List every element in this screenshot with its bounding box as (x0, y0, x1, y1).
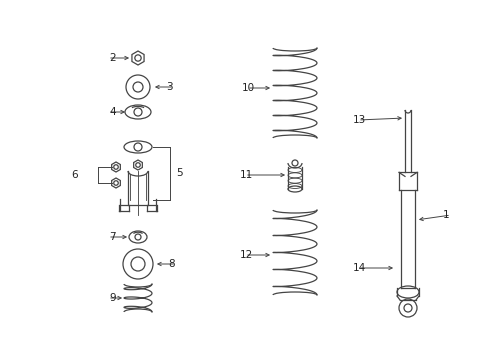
Text: 10: 10 (242, 83, 254, 93)
Text: 5: 5 (176, 168, 182, 178)
Text: 3: 3 (165, 82, 172, 92)
Text: 14: 14 (352, 263, 365, 273)
Text: 6: 6 (71, 170, 78, 180)
Text: 7: 7 (109, 232, 116, 242)
Text: 8: 8 (168, 259, 174, 269)
Text: 9: 9 (109, 293, 116, 303)
Text: 13: 13 (352, 115, 365, 125)
Text: 4: 4 (109, 107, 116, 117)
Text: 11: 11 (239, 170, 252, 180)
Text: 2: 2 (109, 53, 116, 63)
Text: 12: 12 (239, 250, 252, 260)
Text: 1: 1 (442, 210, 448, 220)
